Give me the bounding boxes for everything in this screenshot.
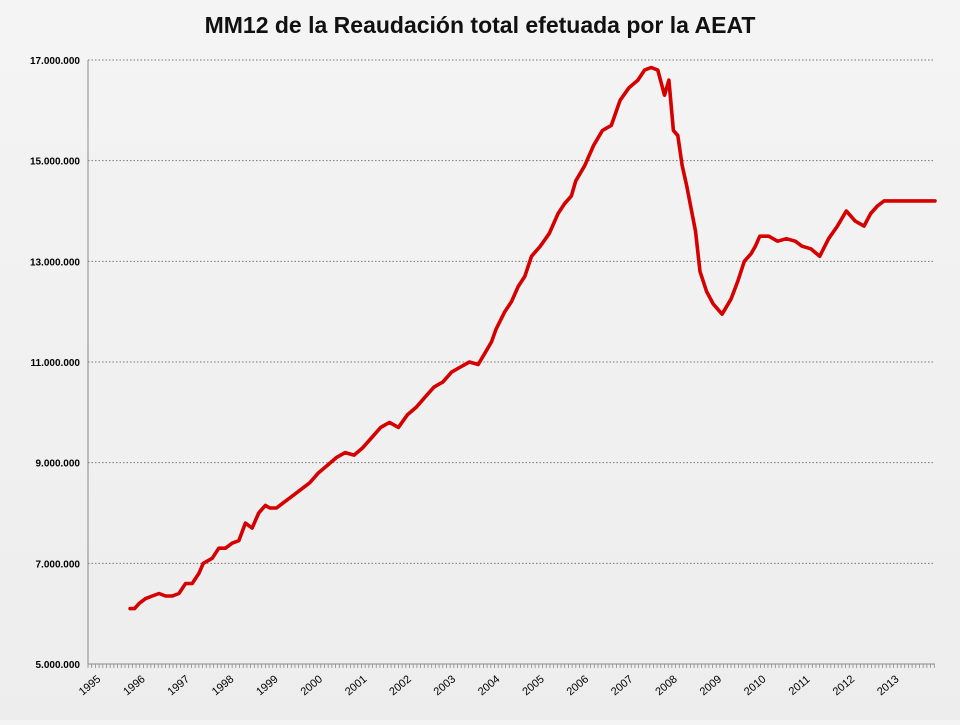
x-tick-label: 2013 (875, 673, 901, 698)
y-tick-label: 9.000.000 (36, 459, 81, 470)
y-tick-label: 15.000.000 (30, 157, 80, 168)
chart-title: MM12 de la Reaudación total efetuada por… (205, 12, 756, 38)
x-tick-label: 2006 (565, 673, 591, 698)
y-tick-label: 5.000.000 (36, 660, 81, 671)
x-tick-label: 2007 (609, 673, 635, 698)
x-tick-label: 2012 (831, 673, 857, 698)
x-tick-label: 2001 (343, 673, 369, 698)
x-tick-label: 1997 (166, 673, 192, 698)
x-tick-label: 2008 (653, 673, 679, 698)
y-tick-label: 11.000.000 (31, 358, 81, 369)
x-tick-label: 2004 (476, 673, 502, 698)
x-tick-label: 2011 (787, 674, 813, 698)
series-layer (128, 65, 937, 611)
gridlines (88, 59, 935, 564)
x-tick-label: 1998 (210, 673, 236, 698)
y-tick-label: 17.000.000 (30, 56, 80, 67)
x-tick-label: 1996 (121, 673, 147, 698)
x-tick-label: 2002 (387, 673, 413, 698)
axes (87, 60, 935, 668)
x-tick-label: 2000 (299, 673, 325, 698)
x-tick-label: 1999 (254, 673, 280, 698)
y-tick-label: 7.000.000 (36, 559, 81, 570)
x-tick-label: 2009 (698, 673, 724, 698)
series-line (128, 65, 937, 611)
x-axis-ticks: 1995 1996 1997 1998 1999 2000 2001 2002 2003 2004… (77, 673, 902, 698)
x-tick-label: 2003 (432, 673, 458, 698)
y-tick-label: 13.000.000 (30, 257, 80, 268)
x-tick-label: 1995 (77, 673, 103, 698)
x-tick-label: 2005 (520, 673, 546, 698)
x-tick-label: 2010 (742, 673, 768, 698)
y-axis-ticks: 5.000.000 7.000.000 9.000.000 11.000.000 13.… (30, 56, 80, 671)
